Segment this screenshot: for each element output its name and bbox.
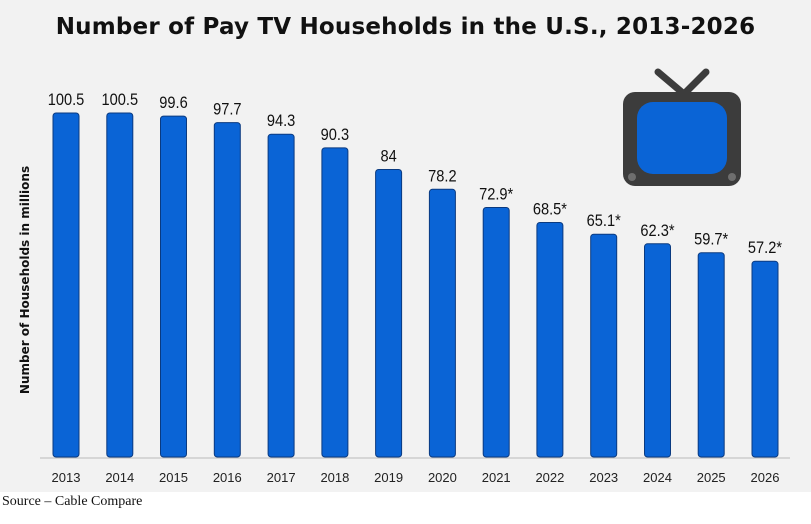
data-label-2019: 84 [380,148,396,166]
x-tick-2013: 2013 [52,470,81,485]
x-tick-2014: 2014 [105,470,134,485]
data-label-2024: 62.3* [640,222,674,240]
data-label-2026: 57.2* [748,239,782,257]
bar-2025 [697,252,725,458]
x-tick-labels: 2013 2014 2015 2016 2017 2018 2019 2020 2021 2022… [52,470,780,485]
x-tick-2020: 2020 [428,470,457,485]
bar-2024 [644,243,671,458]
data-label-2015: 99.6 [159,94,188,112]
bar-2017 [267,133,295,458]
source-note: Source – Cable Compare [2,494,143,509]
tv-screen [637,102,727,174]
bar-2021 [482,207,510,458]
bar-2020 [428,188,456,458]
bars [52,112,779,458]
bar-2016 [213,122,241,458]
data-label-2020: 78.2 [428,167,457,185]
bar-2026 [751,260,779,458]
x-tick-2015: 2015 [159,470,188,485]
bar-2014 [106,112,134,458]
bar-2013 [52,112,80,458]
bar-2018 [321,147,349,458]
tv-antenna-left [654,68,688,98]
data-label-2013: 100.5 [48,91,85,109]
x-tick-2021: 2021 [482,470,511,485]
bar-2022 [536,222,564,458]
chart-panel: Number of Pay TV Households in the U.S.,… [0,0,811,509]
x-tick-2024: 2024 [643,470,672,485]
data-label-2021: 72.9* [479,186,513,204]
x-tick-2023: 2023 [589,470,618,485]
tv-icon [623,68,741,186]
data-label-2023: 65.1* [587,212,621,230]
x-tick-2019: 2019 [374,470,403,485]
x-tick-2025: 2025 [697,470,726,485]
data-label-2018: 90.3 [321,126,350,144]
x-tick-2026: 2026 [751,470,780,485]
chart-title: Number of Pay TV Households in the U.S.,… [55,14,756,40]
bar-chart: 100.5 100.5 99.6 97.7 94.3 90.3 84 78.2 72.9* 68.… [40,68,790,485]
data-label-2017: 94.3 [267,112,296,130]
data-label-2022: 68.5* [533,201,567,219]
x-tick-2016: 2016 [213,470,242,485]
tv-antenna-right [680,68,710,98]
tv-knob-right [728,173,736,181]
bar-2019 [375,169,403,458]
data-label-2016: 97.7 [213,101,242,119]
x-tick-2022: 2022 [535,470,564,485]
data-label-2014: 100.5 [102,91,139,109]
x-tick-2017: 2017 [267,470,296,485]
x-tick-2018: 2018 [320,470,349,485]
data-labels: 100.5 100.5 99.6 97.7 94.3 90.3 84 78.2 72.9* 68.… [48,91,782,257]
bar-2023 [590,233,618,458]
tv-knob-left [628,173,636,181]
data-label-2025: 59.7* [694,231,728,249]
bar-2015 [160,115,187,458]
